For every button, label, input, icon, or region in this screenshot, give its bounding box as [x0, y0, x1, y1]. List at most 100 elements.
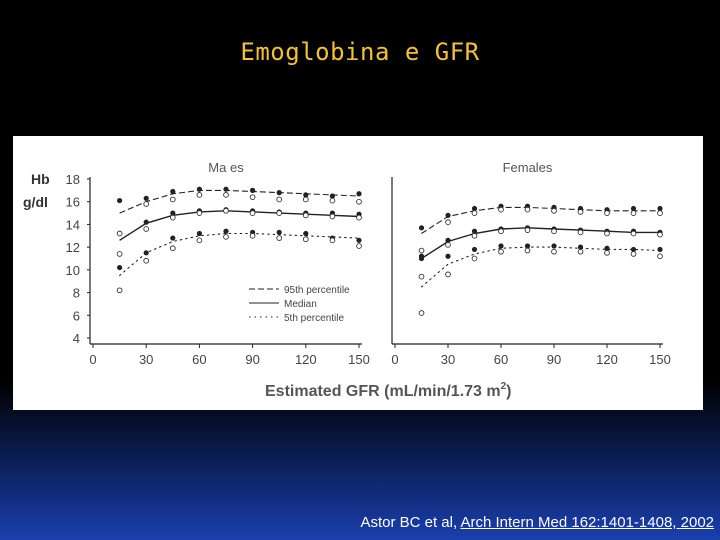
x-tick-label: 150: [649, 352, 671, 367]
data-point-open: [356, 198, 362, 205]
x-tick-label: 0: [89, 352, 96, 367]
data-point-filled: [303, 230, 309, 237]
data-point-filled: [657, 205, 663, 212]
data-point-filled: [223, 186, 229, 192]
data-point-open: [577, 229, 584, 236]
series-line: [119, 210, 360, 241]
data-point-open: [551, 228, 557, 235]
data-point-filled: [471, 246, 478, 253]
data-point-filled: [143, 195, 149, 201]
data-point-open: [630, 230, 637, 237]
data-point-open: [657, 231, 663, 238]
data-point-open: [445, 242, 451, 248]
data-point-filled: [303, 192, 309, 198]
data-point-open: [223, 234, 229, 240]
females-panel: Females 0 30 60 90 120 150: [391, 160, 670, 367]
data-point-open: [577, 209, 584, 215]
series-line: [420, 246, 661, 288]
data-point-filled: [551, 243, 557, 249]
data-point-open: [276, 196, 283, 203]
data-point-open: [630, 251, 637, 257]
data-point-filled: [250, 187, 256, 193]
y-tick-label: 6: [73, 308, 80, 323]
data-point-filled: [445, 237, 451, 243]
data-point-open: [418, 247, 425, 254]
data-point-filled: [418, 225, 425, 231]
data-point-open: [143, 226, 150, 232]
legend-label: Median: [284, 299, 317, 310]
data-point-open: [604, 249, 610, 256]
data-point-open: [249, 194, 256, 201]
x-axis-label: Estimated GFR (mL/min/1.73 m2): [265, 381, 512, 400]
data-point-filled: [630, 205, 637, 212]
data-point-open: [302, 212, 309, 219]
data-point-open: [524, 247, 531, 254]
data-point-filled: [471, 228, 478, 234]
data-point-open: [471, 210, 478, 216]
data-point-open: [604, 230, 610, 237]
x-tick-label: 30: [139, 352, 153, 367]
x-tick-label: 120: [295, 352, 317, 367]
y-tick-label: 8: [73, 286, 80, 301]
data-point-open: [498, 206, 504, 213]
data-point-open: [471, 255, 478, 262]
data-point-filled: [143, 250, 149, 256]
citation-link[interactable]: Arch Intern Med 162:1401-1408, 2002: [460, 514, 714, 531]
data-point-open: [276, 235, 283, 241]
data-point-open: [329, 197, 336, 204]
data-point-open: [169, 196, 176, 203]
data-point-open: [604, 210, 610, 216]
data-point-open: [418, 310, 425, 316]
x-tick-label: 150: [348, 352, 370, 367]
citation-authors: Astor BC et al,: [360, 514, 461, 531]
data-point-open: [302, 196, 309, 203]
x-tick-label: 90: [245, 352, 259, 367]
legend-label: 95th percentile: [284, 285, 350, 296]
data-point-filled: [630, 246, 637, 253]
data-point-open: [657, 210, 663, 216]
chart-legend: 95th percentile Median 5th percentile: [249, 285, 350, 324]
data-point-open: [418, 273, 425, 280]
series-line: [421, 227, 660, 260]
x-axis-label-close: ): [506, 383, 511, 400]
y-tick-label: 16: [66, 195, 80, 210]
data-point-open: [498, 248, 504, 255]
data-point-filled: [604, 245, 610, 251]
y-axis-label-line2: g/dl: [23, 194, 48, 210]
data-point-open: [116, 251, 123, 257]
y-tick-label: 14: [66, 217, 80, 232]
data-point-filled: [445, 212, 451, 218]
data-point-filled: [524, 243, 531, 249]
slide-title: Emoglobina e GFR: [240, 38, 480, 66]
data-point-open: [223, 207, 229, 214]
x-tick-label: 0: [391, 352, 398, 367]
panel-title: Females: [503, 160, 553, 175]
data-point-open: [116, 287, 123, 294]
data-point-open: [249, 210, 256, 216]
data-point-open: [169, 214, 176, 221]
data-point-open: [276, 210, 283, 216]
data-point-open: [143, 257, 150, 264]
data-point-filled: [498, 243, 504, 249]
data-point-open: [551, 248, 557, 255]
data-point-filled: [170, 210, 176, 216]
x-axis-label-main: Estimated GFR (mL/min/1.73 m: [265, 383, 501, 400]
data-point-filled: [471, 205, 478, 212]
data-point-open: [657, 253, 663, 260]
data-point-open: [143, 201, 150, 207]
panel-title: Ma es: [208, 160, 244, 175]
data-point-open: [356, 243, 362, 249]
data-point-open: [445, 271, 451, 278]
data-point-filled: [117, 264, 123, 271]
data-point-filled: [329, 193, 335, 199]
data-point-open: [249, 232, 256, 239]
citation: Astor BC et al, Arch Intern Med 162:1401…: [360, 514, 714, 531]
data-point-filled: [445, 253, 451, 259]
data-point-filled: [577, 244, 584, 250]
data-point-open: [630, 210, 637, 216]
data-point-open: [356, 214, 362, 221]
data-point-open: [524, 206, 531, 213]
data-point-filled: [170, 235, 176, 241]
y-tick-label: 4: [73, 331, 80, 346]
